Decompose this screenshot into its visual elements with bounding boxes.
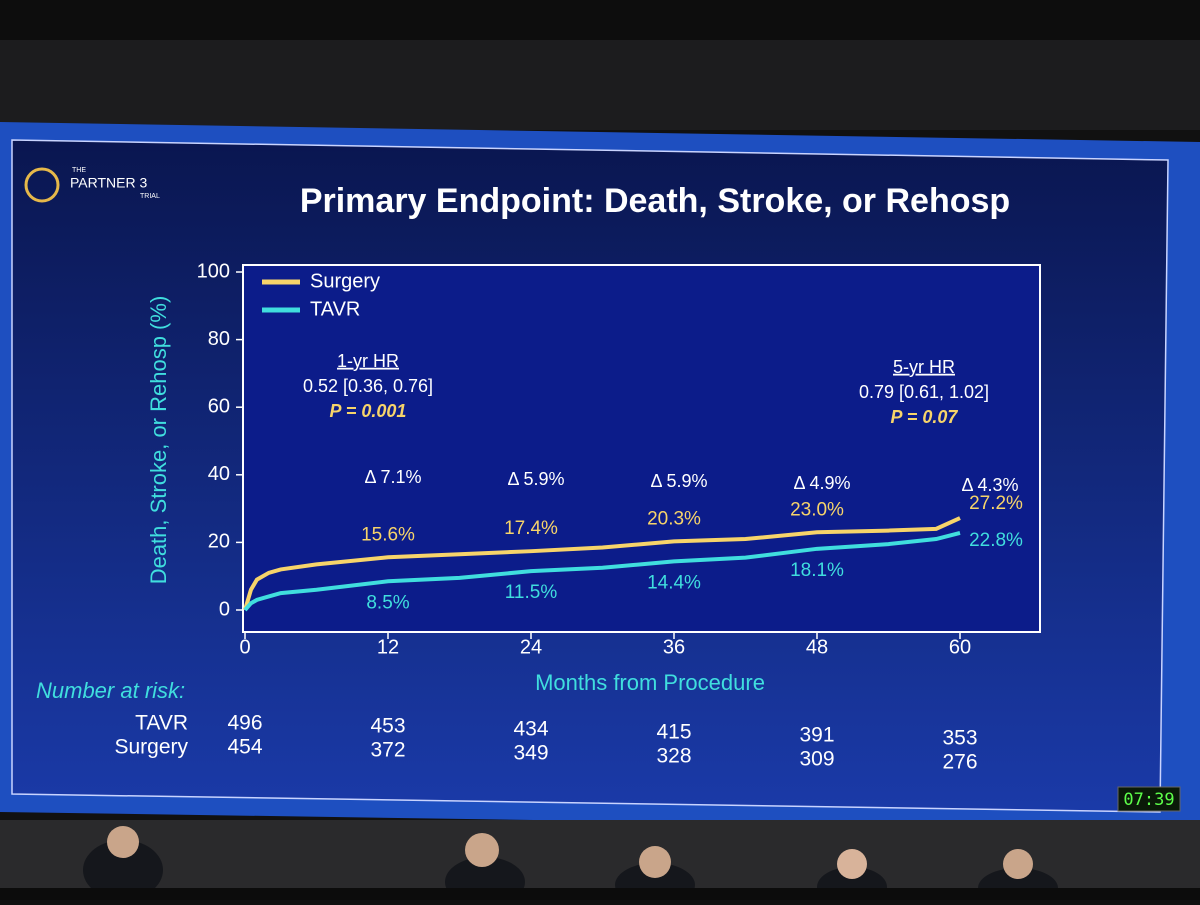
risk-value: 454	[227, 736, 262, 759]
x-tick-label: 12	[377, 636, 399, 658]
y-tick-label: 40	[208, 463, 230, 485]
delta-label: Δ 5.9%	[507, 469, 564, 489]
desk	[0, 888, 1200, 900]
risk-value: 276	[942, 751, 977, 774]
y-tick-label: 20	[208, 531, 230, 553]
legend-label: Surgery	[310, 270, 380, 292]
timer: 07:39	[1123, 790, 1174, 810]
hr-p: P = 0.001	[330, 401, 407, 421]
risk-value: 328	[656, 745, 691, 768]
value-label: 27.2%	[969, 493, 1023, 514]
logo-name: PARTNER 3	[70, 175, 147, 191]
y-tick-label: 80	[208, 328, 230, 350]
risk-value: 391	[799, 724, 834, 747]
value-label: 23.0%	[790, 499, 844, 520]
risk-value: 496	[227, 712, 262, 735]
value-label: 14.4%	[647, 572, 701, 593]
risk-value: 415	[656, 721, 691, 744]
risk-value: 349	[513, 742, 548, 765]
value-label: 15.6%	[361, 524, 415, 545]
delta-label: Δ 4.3%	[961, 475, 1018, 495]
logo-bottom: TRIAL	[140, 193, 160, 200]
risk-row-name: TAVR	[135, 712, 188, 735]
risk-title: Number at risk:	[36, 678, 185, 703]
plot-area	[242, 264, 1041, 633]
hr-p: P = 0.07	[891, 407, 959, 427]
x-tick-label: 36	[663, 636, 685, 658]
x-tick-label: 0	[239, 636, 250, 658]
x-axis-label: Months from Procedure	[535, 670, 765, 695]
risk-value: 453	[370, 715, 405, 738]
delta-label: Δ 7.1%	[364, 467, 421, 487]
value-label: 22.8%	[969, 530, 1023, 551]
value-label: 18.1%	[790, 560, 844, 581]
value-label: 11.5%	[505, 582, 558, 603]
value-label: 17.4%	[504, 518, 558, 539]
risk-value: 309	[799, 748, 834, 771]
legend-label: TAVR	[310, 298, 360, 320]
y-tick-label: 100	[197, 260, 230, 282]
x-tick-label: 48	[806, 636, 828, 658]
timer-box	[1117, 786, 1181, 812]
chart-title: Primary Endpoint: Death, Stroke, or Reho…	[300, 182, 1010, 220]
logo-mark	[24, 167, 60, 203]
risk-value: 372	[370, 739, 405, 762]
x-tick-label: 24	[520, 636, 542, 658]
value-label: 20.3%	[647, 508, 701, 529]
ceiling-edge	[0, 0, 1200, 40]
y-axis-label: Death, Stroke, or Rehosp (%)	[146, 296, 171, 585]
hr-ci: 0.52 [0.36, 0.76]	[303, 376, 433, 396]
delta-label: Δ 4.9%	[793, 473, 850, 493]
line	[243, 516, 961, 611]
risk-value: 434	[513, 718, 548, 741]
hr-title: 1-yr HR	[337, 351, 399, 371]
line	[243, 530, 961, 612]
logo-top: THE	[72, 167, 86, 174]
hr-title: 5-yr HR	[893, 357, 955, 377]
delta-label: Δ 5.9%	[650, 471, 707, 491]
value-label: 8.5%	[366, 592, 409, 613]
y-tick-label: 60	[208, 395, 230, 417]
x-tick-label: 60	[949, 636, 971, 658]
risk-row-name: Surgery	[114, 736, 188, 759]
risk-value: 353	[942, 727, 977, 750]
hr-ci: 0.79 [0.61, 1.02]	[859, 382, 989, 402]
y-tick-label: 0	[219, 598, 230, 620]
